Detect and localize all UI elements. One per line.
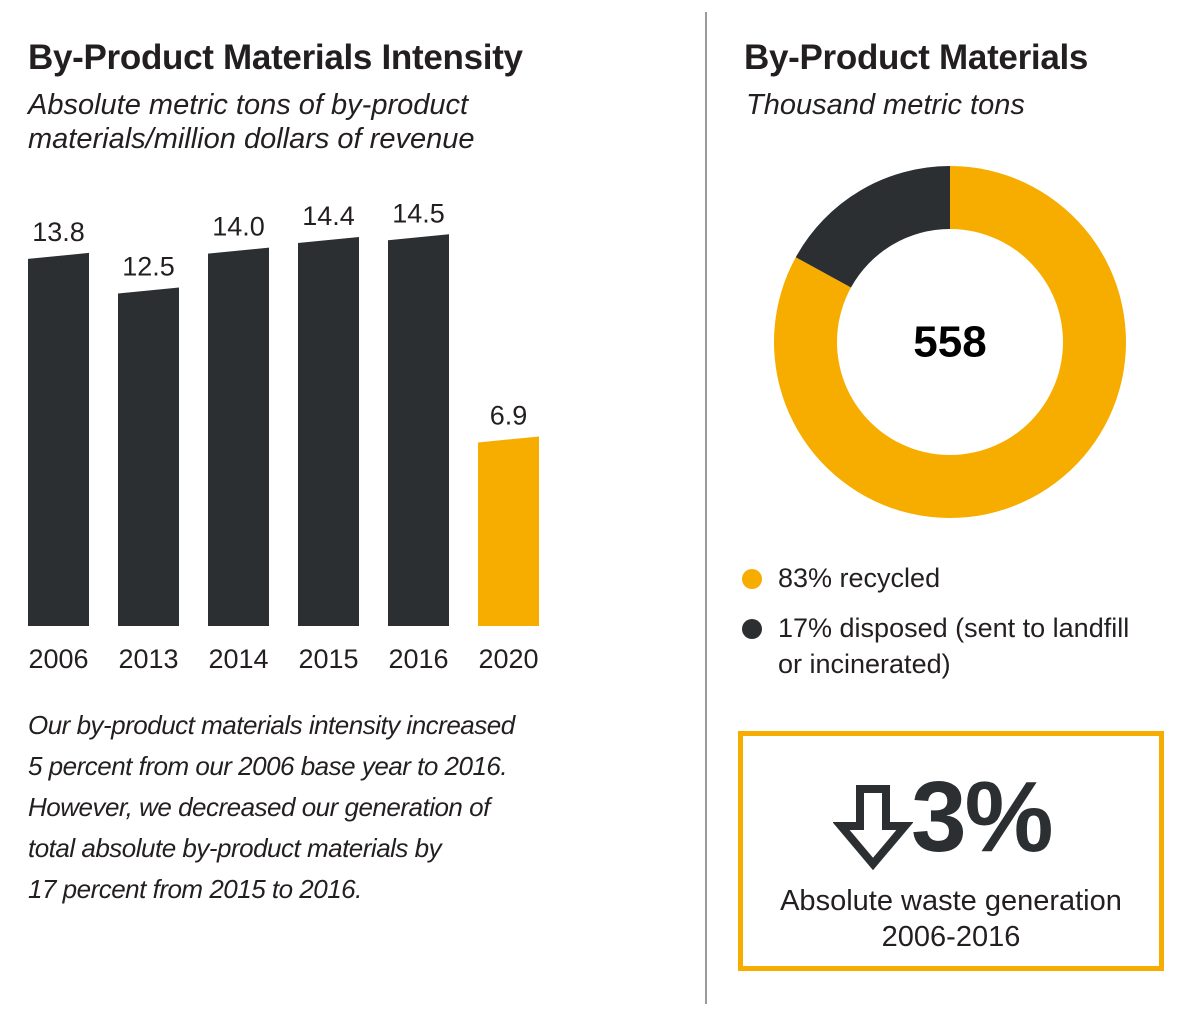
donut-slice-recycled <box>774 166 1126 518</box>
note-line: 5 percent from our 2006 base year to 201… <box>28 751 508 781</box>
bar-chart: 13.8 2006 12.5 2013 14.0 2014 14.4 2015 14.5 2016… <box>28 198 539 674</box>
bar-chart-subtitle: Absolute metric tons of by-product mater… <box>28 88 474 156</box>
bar-category-label-2014: 2014 <box>208 644 268 674</box>
kpi-box: 3% Absolute waste generation 2006-2016 <box>738 731 1164 971</box>
legend-label-disposed-line: or incinerated) <box>778 649 951 679</box>
legend-label-disposed-line: 17% disposed (sent to landfill <box>778 613 1130 643</box>
kpi-caption-line: Absolute waste generation <box>780 885 1122 917</box>
bar-category-label-2006: 2006 <box>28 644 88 674</box>
bar-category-label-2016: 2016 <box>388 644 448 674</box>
bar-chart-bars: 13.8 2006 12.5 2013 14.0 2014 14.4 2015 14.5 2016… <box>28 198 539 674</box>
panel-divider <box>705 12 707 1004</box>
note-line: total absolute by-product materials by <box>28 833 442 863</box>
bar-2016 <box>388 234 449 627</box>
bar-value-label-2015: 14.4 <box>302 201 355 231</box>
bar-category-label-2020: 2020 <box>478 644 538 674</box>
note-line: 17 percent from 2015 to 2016. <box>28 874 362 904</box>
donut-legend-item-disposed: 17% disposed (sent to landfill or incine… <box>742 610 1182 682</box>
bar-category-label-2015: 2015 <box>298 644 358 674</box>
donut-chart-title: By-Product Materials <box>744 38 1089 77</box>
kpi-value: 3% <box>911 761 1054 873</box>
bar-value-label-2020: 6.9 <box>490 400 528 430</box>
donut-slice-disposed <box>795 166 950 288</box>
note-line: Our by-product materials intensity incre… <box>28 710 515 740</box>
donut-center-total: 558 <box>913 318 986 367</box>
donut-chart: 558 <box>774 166 1126 518</box>
bar-value-label-2006: 13.8 <box>32 217 85 247</box>
bar-2013 <box>118 287 179 626</box>
kpi-caption-line: 2006-2016 <box>881 921 1021 953</box>
bar-chart-subtitle-line: Absolute metric tons of by-product <box>28 89 469 121</box>
donut-slices <box>774 166 1126 518</box>
bar-2006 <box>28 252 89 627</box>
bar-category-label-2013: 2013 <box>118 644 178 674</box>
bar-2015 <box>298 236 359 626</box>
legend-swatch-disposed <box>742 619 762 639</box>
bar-chart-note: Our by-product materials intensity incre… <box>28 705 668 910</box>
bar-value-label-2016: 14.5 <box>392 198 445 228</box>
bar-chart-subtitle-line: materials/million dollars of revenue <box>28 123 475 155</box>
note-line: However, we decreased our generation of <box>28 792 490 822</box>
bar-chart-title: By-Product Materials Intensity <box>28 38 523 77</box>
donut-legend-item-recycled: 83% recycled <box>742 560 1182 596</box>
arrow-down-outline-icon <box>833 785 913 870</box>
donut-chart-subtitle: Thousand metric tons <box>746 89 1025 121</box>
bar-value-label-2014: 14.0 <box>212 212 265 242</box>
legend-label-recycled: 83% recycled <box>778 563 941 593</box>
bar-2020 <box>478 436 539 626</box>
legend-swatch-recycled <box>742 569 762 589</box>
bar-value-label-2013: 12.5 <box>122 252 175 282</box>
bar-2014 <box>208 247 269 626</box>
